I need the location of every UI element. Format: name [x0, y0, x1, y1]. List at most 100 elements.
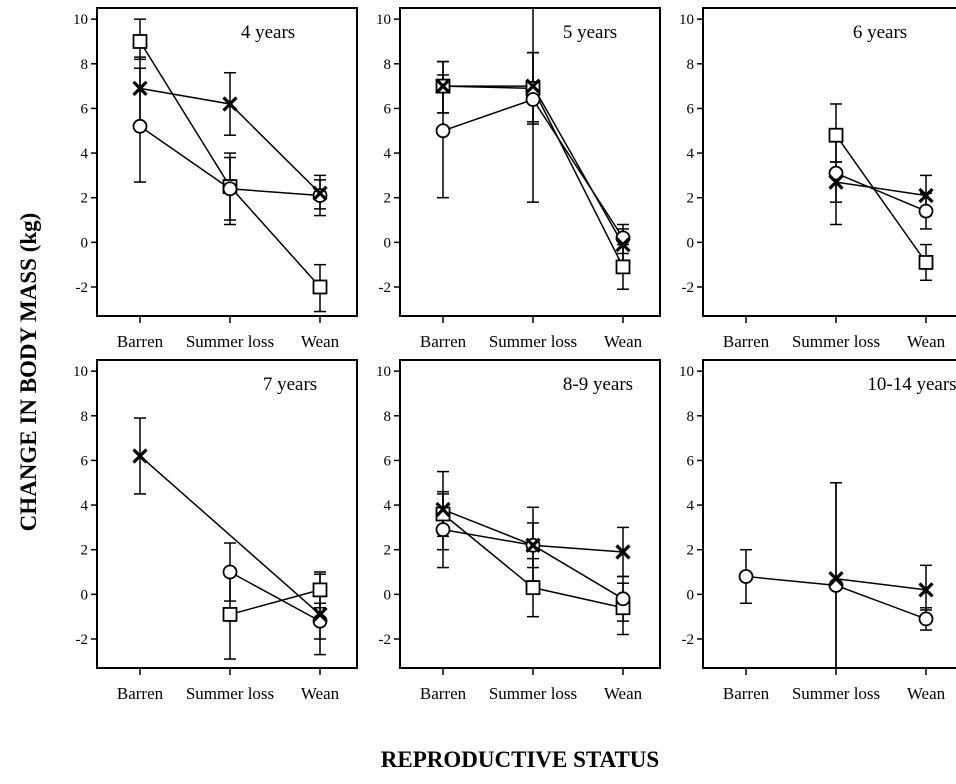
x-tick-label: Barren	[117, 684, 164, 703]
marker-x	[132, 448, 148, 464]
marker-square	[312, 279, 328, 295]
marker-circle	[615, 591, 631, 607]
y-tick-label: 4	[81, 146, 89, 162]
y-tick-label: 10	[376, 364, 391, 380]
marker-x	[312, 606, 328, 623]
y-tick-label: 6	[81, 453, 89, 469]
plot-frame	[96, 359, 358, 669]
series-line-square	[835, 134, 927, 263]
panel-1: -2 0 2 4 6 8 10 Barren Summer loss Wean 4 years	[73, 7, 358, 351]
y-tick-label: 0	[687, 587, 695, 603]
y-tick-label: 2	[687, 543, 695, 559]
y-tick-label: -2	[76, 632, 89, 648]
marker-circle	[918, 203, 934, 219]
x-tick-label: Barren	[723, 684, 770, 703]
marker-square	[918, 255, 934, 270]
y-tick-label: 2	[687, 191, 695, 207]
marker-x	[312, 185, 328, 201]
panel-title: 4 years	[241, 22, 295, 43]
series-line-x	[835, 181, 927, 197]
y-tick-label: 0	[384, 235, 392, 251]
y-tick-label: 8	[687, 57, 695, 73]
marker-square	[525, 580, 541, 596]
x-tick-label: Summer loss	[186, 684, 274, 703]
marker-circle	[828, 165, 844, 181]
y-tick-label: 6	[384, 453, 392, 469]
y-tick-label: 10	[679, 12, 694, 28]
y-tick-label: 2	[384, 191, 392, 207]
series-line-x	[139, 455, 321, 615]
marker-circle	[132, 118, 148, 134]
x-tick-label: Summer loss	[792, 684, 880, 703]
x-axis-title: REPRODUCTIVE STATUS	[381, 747, 659, 772]
series-line-circle	[229, 571, 321, 622]
plot-frame	[399, 359, 661, 669]
marker-square	[312, 582, 328, 598]
marker-x	[918, 582, 934, 598]
marker-circle	[525, 92, 541, 107]
marker-x	[525, 537, 541, 553]
y-tick-label: 2	[81, 191, 89, 207]
panel-6: -2 0 2 4 6 8 10 Barren Summer loss Wean 10-14 year…	[679, 359, 956, 703]
y-tick-label: 4	[687, 146, 695, 162]
y-tick-label: 8	[384, 57, 392, 73]
x-tick-label: Wean	[301, 684, 340, 703]
panel-title: 8-9 years	[563, 374, 633, 395]
x-tick-label: Summer loss	[489, 332, 577, 351]
marker-x	[828, 174, 844, 190]
plot-frame	[96, 7, 358, 317]
y-tick-label: 10	[679, 364, 694, 380]
marker-x	[525, 78, 541, 94]
y-tick-label: -2	[682, 632, 695, 648]
plot-frame	[702, 359, 956, 669]
y-tick-label: 10	[376, 12, 391, 28]
x-tick-label: Wean	[301, 332, 340, 351]
y-tick-label: 0	[81, 235, 89, 251]
x-tick-label: Summer loss	[489, 684, 577, 703]
x-tick-label: Summer loss	[792, 332, 880, 351]
x-tick-label: Barren	[117, 332, 164, 351]
y-tick-label: 4	[81, 498, 89, 514]
marker-square	[828, 127, 844, 143]
panel-title: 6 years	[853, 22, 907, 43]
y-tick-label: 4	[384, 498, 392, 514]
marker-x	[828, 571, 844, 587]
y-tick-label: 8	[384, 409, 392, 425]
y-tick-label: 6	[81, 101, 89, 117]
series-line-square	[229, 589, 321, 616]
y-tick-label: 0	[81, 587, 89, 603]
marker-circle	[222, 564, 238, 580]
panel-5: -2 0 2 4 6 8 10 Barren Summer loss Wean 8-9 years	[376, 359, 661, 703]
marker-x	[435, 78, 451, 94]
y-axis-title: CHANGE IN BODY MASS (kg)	[16, 213, 41, 532]
y-tick-label: 4	[384, 146, 392, 162]
y-tick-label: -2	[76, 280, 89, 296]
y-tick-label: -2	[379, 632, 392, 648]
x-tick-label: Barren	[723, 332, 770, 351]
panel-title: 10-14 years	[867, 374, 956, 395]
y-tick-label: 10	[73, 364, 88, 380]
y-tick-label: 8	[687, 409, 695, 425]
panel-4: -2 0 2 4 6 8 10 Barren Summer loss Wean 7 years	[73, 359, 358, 703]
x-tick-label: Barren	[420, 684, 467, 703]
marker-x	[435, 501, 451, 518]
y-tick-label: 6	[384, 101, 392, 117]
panel-title: 5 years	[563, 22, 617, 43]
x-tick-label: Summer loss	[186, 332, 274, 351]
marker-circle	[435, 123, 451, 139]
y-tick-label: 0	[384, 587, 392, 603]
x-tick-label: Wean	[907, 684, 946, 703]
marker-circle	[222, 181, 238, 197]
panel-title: 7 years	[263, 374, 317, 395]
x-tick-label: Wean	[604, 684, 643, 703]
marker-square	[132, 34, 148, 49]
marker-circle	[918, 611, 934, 627]
y-tick-label: 8	[81, 57, 89, 73]
marker-circle	[435, 522, 451, 538]
y-tick-label: 8	[81, 409, 89, 425]
y-tick-label: 6	[687, 101, 695, 117]
x-tick-label: Wean	[907, 332, 946, 351]
series-line-circle	[835, 172, 927, 212]
x-tick-label: Wean	[604, 332, 643, 351]
